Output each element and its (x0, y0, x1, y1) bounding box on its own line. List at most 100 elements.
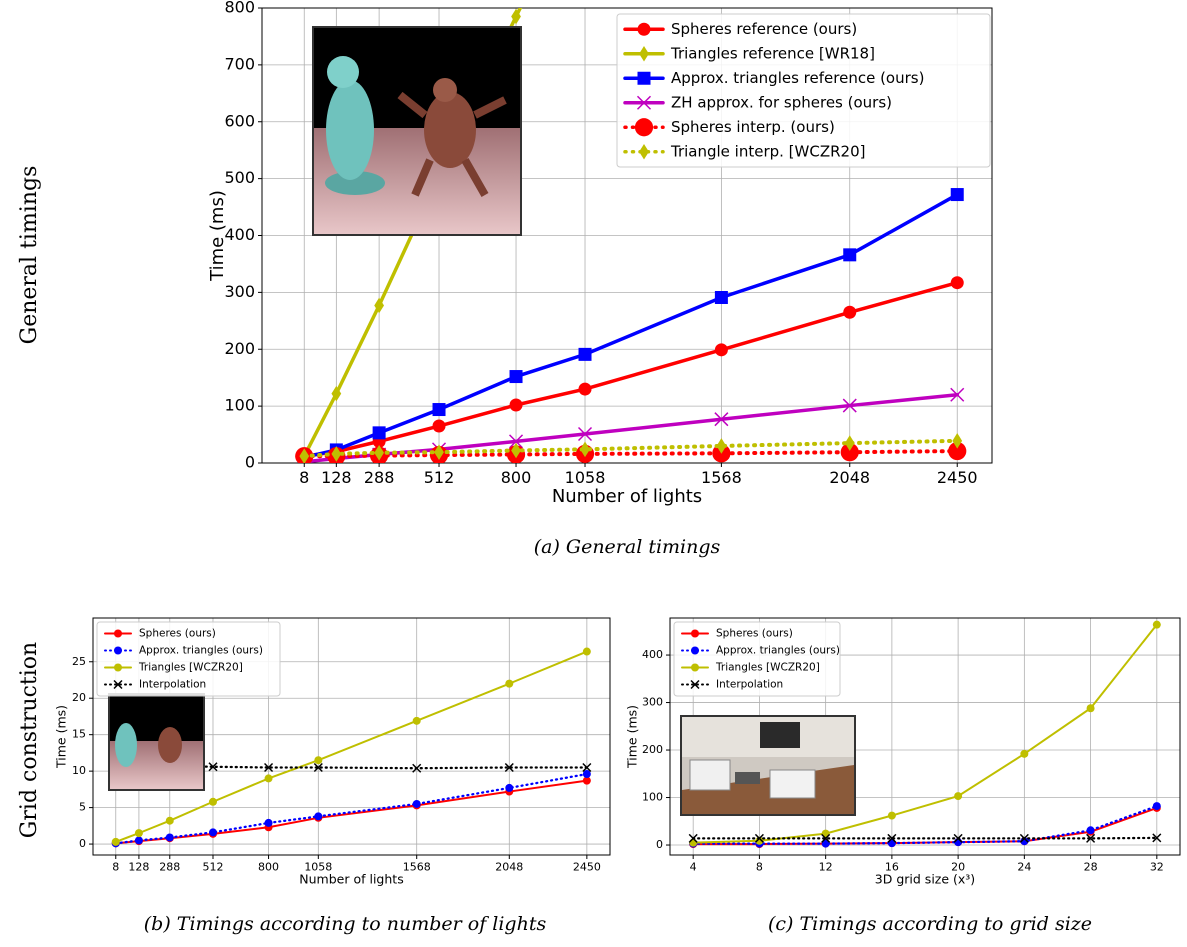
legend-marker (691, 646, 699, 655)
y-tick-label: 400 (642, 648, 663, 661)
marker (208, 797, 217, 806)
x-tick-label: 1568 (701, 468, 742, 487)
marker (509, 370, 523, 384)
legend-label: ZH approx. for spheres (ours) (671, 93, 892, 111)
legend-label: Interpolation (716, 679, 783, 691)
marker (508, 434, 524, 449)
marker (582, 776, 591, 785)
marker (432, 419, 446, 433)
x-tick-label: 32 (1150, 861, 1164, 874)
marker (821, 833, 831, 843)
marker (689, 838, 698, 847)
y-tick-label: 10 (72, 764, 86, 777)
marker (1152, 620, 1161, 629)
marker (372, 426, 386, 440)
x-tick-label: 288 (364, 468, 395, 487)
marker (954, 792, 963, 801)
marker (582, 770, 591, 779)
x-tick-label: 8 (112, 861, 119, 874)
marker (950, 188, 964, 202)
inset-image (680, 715, 856, 816)
marker (331, 446, 342, 462)
x-tick-label: 800 (258, 861, 279, 874)
marker (578, 347, 592, 361)
legend-label: Spheres (ours) (139, 628, 216, 640)
marker (165, 833, 174, 842)
marker (634, 118, 654, 137)
plot-area (111, 647, 592, 848)
marker (950, 276, 964, 290)
marker (690, 679, 700, 690)
x-axis-label: Number of lights (299, 872, 403, 887)
marker (953, 833, 963, 843)
y-tick-label: 5 (79, 801, 86, 814)
marker (1020, 749, 1029, 758)
marker (578, 382, 592, 396)
marker (299, 448, 310, 463)
legend-marker (690, 679, 700, 690)
x-tick-label: 8 (756, 861, 763, 874)
marker (580, 441, 590, 458)
plot-area (688, 620, 1162, 849)
y-tick-label: 200 (642, 743, 663, 756)
marker (111, 837, 120, 846)
marker (134, 829, 143, 838)
y-tick-label: 300 (224, 282, 255, 301)
marker (577, 426, 593, 442)
marker (504, 762, 514, 773)
x-tick-label: 512 (202, 861, 223, 874)
inset-image (312, 26, 522, 236)
x-tick-label: 128 (128, 861, 149, 874)
legend-marker (634, 118, 654, 137)
x-tick-label: 2450 (937, 468, 978, 487)
marker (1086, 833, 1096, 843)
y-axis-label: Time (ms) (207, 190, 228, 282)
y-tick-label: 0 (656, 838, 663, 851)
x-tick-label: 2450 (573, 861, 601, 874)
x-tick-label: 800 (501, 468, 532, 487)
marker (637, 22, 651, 36)
y-axis-label: Time (ms) (54, 705, 69, 769)
marker (582, 762, 592, 773)
y-tick-label: 500 (224, 168, 255, 187)
marker (134, 836, 143, 845)
x-tick-label: 24 (1017, 861, 1031, 874)
marker (313, 762, 323, 773)
y-tick-label: 100 (224, 396, 255, 415)
legend-marker (636, 95, 652, 110)
legend-marker (114, 629, 122, 638)
marker (1019, 833, 1029, 843)
plot-area (295, 8, 967, 463)
marker (511, 8, 521, 25)
caption: (b) Timings according to number of light… (144, 913, 547, 935)
legend-label: Triangle interp. [WCZR20] (670, 142, 865, 160)
marker (509, 398, 523, 412)
marker (1152, 833, 1162, 843)
marker (314, 756, 323, 765)
plot-frame (261, 7, 993, 464)
marker (114, 646, 122, 655)
marker (714, 290, 728, 304)
marker (432, 403, 446, 417)
legend-marker (113, 679, 123, 690)
legend-label: Approx. triangles (ours) (139, 645, 263, 657)
x-axis-label: Number of lights (552, 486, 702, 507)
y-tick-label: 15 (72, 728, 86, 741)
marker (887, 811, 896, 820)
y-tick-label: 20 (72, 691, 86, 704)
legend-label: Spheres (ours) (716, 628, 793, 640)
marker (113, 679, 123, 690)
legend-marker (637, 71, 651, 85)
x-axis-label: 3D grid size (x³) (875, 872, 975, 887)
legend-marker (114, 646, 122, 655)
marker (412, 716, 421, 725)
marker (688, 833, 698, 843)
marker (114, 663, 122, 672)
legend-box (616, 13, 991, 168)
marker (208, 762, 218, 772)
legend-marker (637, 22, 651, 36)
marker (716, 438, 727, 454)
marker (374, 297, 384, 314)
marker (511, 442, 521, 459)
marker (264, 762, 274, 773)
